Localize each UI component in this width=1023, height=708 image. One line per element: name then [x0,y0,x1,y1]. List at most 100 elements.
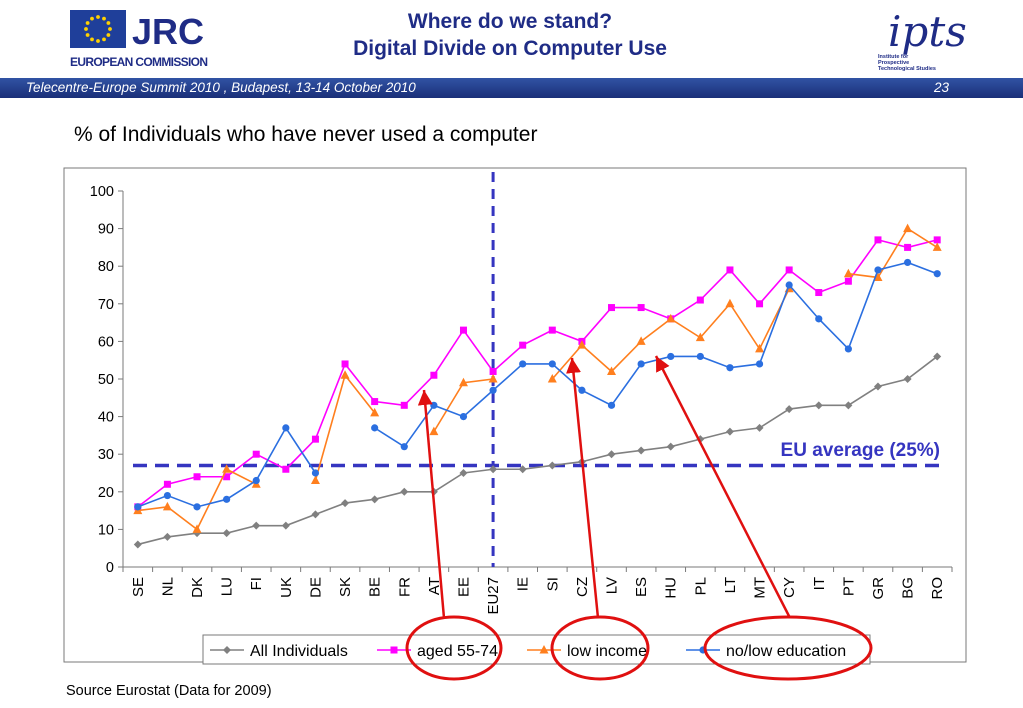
x-tick-label: LV [604,577,621,594]
eu-star-icon [84,27,88,31]
data-point [400,487,409,496]
x-tick-label: HU [663,577,680,599]
data-point [163,532,172,541]
highlight-circle [703,615,873,681]
series-aged_55_74 [134,236,941,511]
data-point [873,272,883,281]
jrc-logo: JRC EUROPEAN COMMISSION [68,10,213,70]
x-tick-label: UK [278,577,295,598]
data-point [756,300,764,308]
data-point [755,360,764,368]
x-tick-label: CY [781,577,798,598]
data-point [755,423,764,432]
data-point [311,435,319,443]
data-point [814,401,823,410]
x-tick-label: RO [929,577,946,600]
data-point [370,495,379,504]
legend-label: All Individuals [250,643,348,660]
legend-swatch-marker [539,645,549,654]
data-point [489,465,498,474]
data-point [222,529,231,538]
x-tick-label: GR [870,577,887,600]
event-text: Telecentre-Europe Summit 2010 , Budapest… [26,80,416,95]
y-tick-label: 30 [98,447,114,463]
eu-flag-icon: JRC EUROPEAN COMMISSION [70,10,208,69]
data-point [223,473,231,481]
data-point [636,336,646,345]
data-point [282,465,290,473]
highlight-arrow [417,389,446,619]
data-point [282,424,290,432]
x-tick-label: BE [367,577,384,597]
data-point [252,450,260,458]
data-point [844,345,852,353]
x-tick-label: LU [219,577,236,596]
data-point [400,401,408,409]
data-point [341,499,350,508]
x-tick-label: AT [426,577,443,595]
data-point [755,343,765,353]
data-point [785,266,793,274]
data-point [371,424,379,432]
data-point [222,464,232,473]
y-tick-label: 20 [98,485,114,501]
ipts-logo: ipts Institute for Prospective Technolog… [878,2,968,74]
data-point [577,340,587,349]
data-point [459,413,468,421]
data-point [458,377,468,387]
data-point [637,446,646,455]
data-point [162,501,172,511]
data-point [815,289,823,297]
data-point [904,243,912,251]
source-note: Source Eurostat (Data for 2009) [66,683,272,699]
data-point [223,495,231,503]
data-point [400,443,408,451]
x-tick-label: NL [159,577,176,596]
x-tick-label: MT [752,577,769,599]
x-tick-label: ES [633,577,650,597]
page-number: 23 [933,80,949,95]
x-tick-label: PT [840,577,857,596]
data-point [252,476,260,485]
data-point [430,371,438,379]
data-point [548,461,557,470]
data-point [667,352,675,361]
series-line [374,261,938,448]
x-tick-label: SK [337,577,354,597]
data-point [873,382,882,391]
eu-star-icon [106,33,111,37]
data-point [133,540,142,549]
legend-label: low income [567,643,647,660]
data-point [725,427,734,436]
data-point [370,407,380,417]
x-tick-label: PL [692,577,709,595]
ipts-logo-subtext-1: Institute for [878,54,909,60]
eu-star-icon [85,33,90,37]
data-point [666,313,676,323]
data-point [607,401,616,409]
data-point [607,450,616,459]
eu-star-icon [85,21,90,25]
data-point [903,223,913,233]
x-tick-label: CZ [574,577,591,597]
chart-frame [63,167,967,663]
data-point [548,360,556,368]
series-no_low_education [134,258,941,511]
data-point [933,352,942,361]
data-point [696,296,704,304]
y-tick-label: 0 [106,560,114,576]
data-point [281,521,290,530]
series-all_individuals [133,352,942,549]
x-tick-label: FR [396,577,413,597]
x-tick-label: EU27 [485,577,502,615]
data-point [489,367,497,375]
data-point [311,469,320,477]
data-point [459,469,468,477]
data-point [311,510,320,519]
eu-star-icon [90,16,94,21]
legend-item-all_individuals: All Individuals [210,643,348,660]
data-point [607,366,617,375]
x-tick-label: SE [130,577,147,597]
jrc-logo-subtext: EUROPEAN COMMISSION [70,55,208,69]
data-point [695,332,705,342]
